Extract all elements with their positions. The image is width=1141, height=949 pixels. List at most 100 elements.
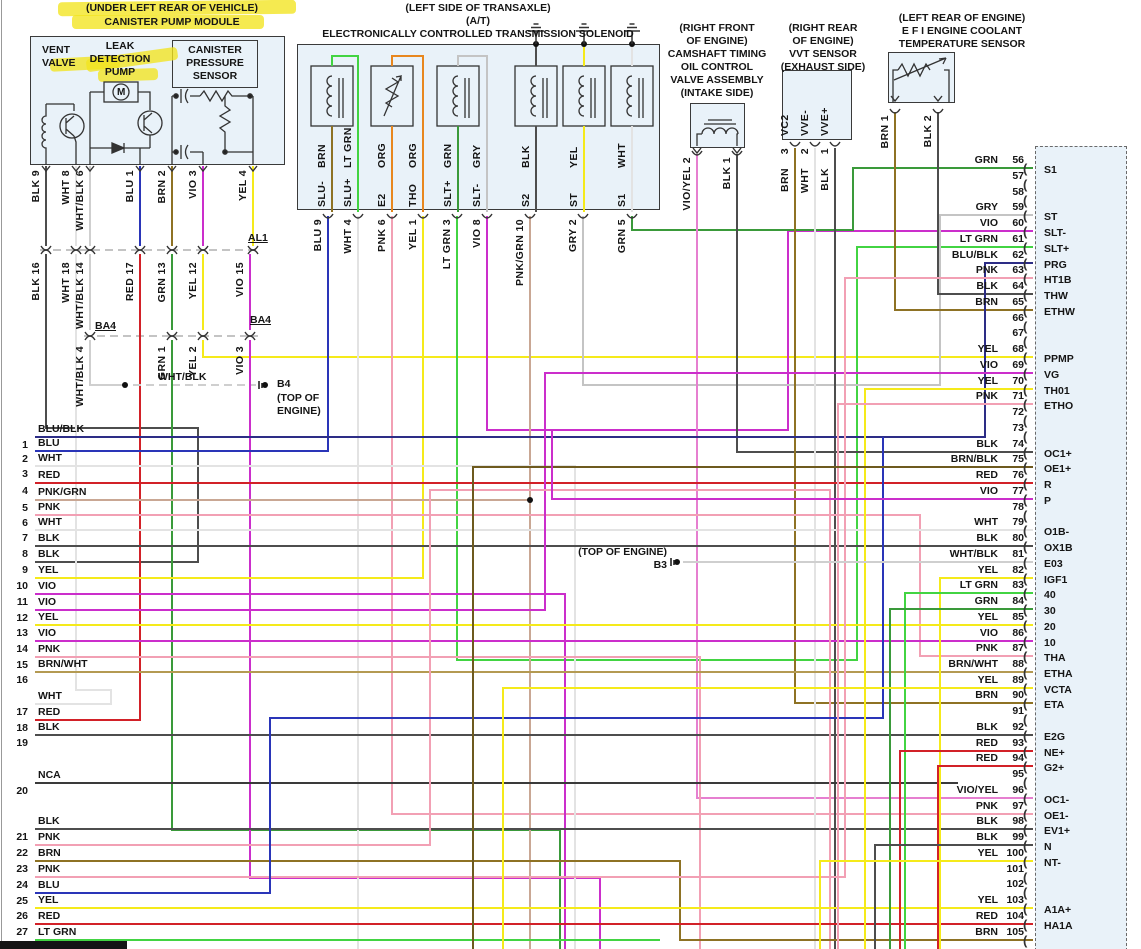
ecm-pin-paren: ( — [1023, 193, 1028, 208]
ecm-row-color-label: PNK — [975, 390, 998, 402]
ecm-pin-paren: ( — [1023, 602, 1028, 617]
left-row-number: 25 — [16, 895, 28, 907]
ecm-pin-number: 104 — [1006, 910, 1024, 922]
ecm-pin-paren: ( — [1023, 445, 1028, 460]
ecm-pin-number: 105 — [1006, 926, 1024, 938]
ecm-signal-label: NT- — [1044, 857, 1061, 869]
ecm-pin-number: 80 — [1012, 532, 1024, 544]
ecm-pin-paren: ( — [1023, 287, 1028, 302]
connector-arc — [809, 141, 821, 147]
wire-red — [899, 750, 1033, 949]
pin-label: YEL 12 — [187, 262, 199, 300]
connector-arc — [40, 249, 52, 255]
ecm-row-color-label: LT GRN — [959, 233, 998, 245]
ecm-pin-number: 91 — [1012, 705, 1024, 717]
left-row-number: 17 — [16, 706, 28, 718]
ecm-pin-number: 95 — [1012, 768, 1024, 780]
wire-yel — [35, 216, 424, 579]
pin-label: THO — [407, 183, 419, 207]
ecm-signal-label: THW — [1044, 290, 1068, 302]
wire-lt-grn — [456, 216, 1033, 661]
ecm-signal-label: THA — [1044, 652, 1066, 664]
ecm-signal-label: ETHO — [1044, 400, 1074, 412]
pin-label: BRN 1 — [879, 115, 891, 149]
ect-sensor-box — [888, 52, 955, 103]
pin-label: VVE- — [799, 109, 811, 136]
leak-detection-pump-symbol — [89, 81, 163, 165]
pin-label: S2 — [520, 193, 532, 207]
connector-arc — [889, 108, 901, 114]
ecm-pin-number: 92 — [1012, 721, 1024, 733]
ecm-pin-paren: ( — [1023, 319, 1028, 334]
ecm-pin-paren: ( — [1023, 240, 1028, 255]
ecm-row-color-label: PNK — [975, 800, 998, 812]
wire-yel — [864, 388, 1033, 949]
wire-blk — [35, 254, 199, 563]
left-row-color-label: BRN — [38, 847, 61, 859]
wire-pnk — [391, 216, 1033, 815]
connector-arc — [322, 213, 334, 219]
left-row-color-label: RED — [38, 910, 61, 922]
wire-vio — [486, 216, 1033, 431]
leak-pump-label-3: PUMP — [104, 66, 136, 78]
pin-label: WHT/BLK 4 — [74, 346, 86, 407]
ecm-pin-number: 84 — [1012, 595, 1024, 607]
ecm-pin-number: 90 — [1012, 689, 1024, 701]
ecm-row-color-label: GRN — [974, 595, 998, 607]
left-row-number: 27 — [16, 926, 28, 938]
wire-vio — [551, 430, 1033, 500]
ecm-pin-number: 82 — [1012, 564, 1024, 576]
ecm-connector-box — [1035, 146, 1127, 949]
left-row-number: 8 — [22, 548, 28, 560]
ecm-pin-number: 64 — [1012, 280, 1024, 292]
ecm-pin-number: 68 — [1012, 343, 1024, 355]
wire-wht-blk — [89, 340, 125, 386]
ecm-pin-number: 83 — [1012, 579, 1024, 591]
ecm-pin-paren: ( — [1023, 382, 1028, 397]
ground-icon — [576, 23, 592, 44]
ecm-pin-number: 58 — [1012, 186, 1024, 198]
pin-label: YEL 2 — [187, 346, 199, 377]
ecm-signal-label: TH01 — [1044, 385, 1070, 397]
ecm-pin-number: 60 — [1012, 217, 1024, 229]
left-row-color-label: BLU — [38, 879, 60, 891]
ecm-pin-paren: ( — [1023, 271, 1028, 286]
pin-label: VIO/YEL 2 — [681, 157, 693, 211]
wire-lt-grn — [331, 55, 359, 212]
ecm-signal-label: PPMP — [1044, 353, 1074, 365]
ecm-row-color-label: WHT — [974, 516, 998, 528]
ecm-pin-paren: ( — [1023, 618, 1028, 633]
arrow-chevron — [71, 165, 81, 173]
ecm-pin-paren: ( — [1023, 256, 1028, 271]
connector-arc — [166, 335, 178, 341]
left-row-color-label: WHT — [38, 452, 62, 464]
ecm-signal-label: OX1B — [1044, 542, 1073, 554]
pin-label: 1 — [819, 148, 831, 155]
left-row-number: 24 — [16, 879, 28, 891]
pin-label: E2 — [376, 193, 388, 207]
left-row-number: 6 — [22, 517, 28, 529]
ecm-pin-number: 98 — [1012, 815, 1024, 827]
ect-note1: (LEFT REAR OF ENGINE) — [898, 12, 1026, 24]
ecm-row-color-label: BLK — [976, 280, 998, 292]
b4-name: B4 — [277, 378, 291, 390]
left-row-color-label: BLK — [38, 548, 60, 560]
ecm-pin-paren: ( — [1023, 366, 1028, 381]
ecm-pin-number: 85 — [1012, 611, 1024, 623]
arrow-chevron — [167, 165, 177, 173]
ecm-pin-paren: ( — [1023, 413, 1028, 428]
vvt-note1: (RIGHT REAR — [788, 22, 858, 34]
pin-label: VIO 3 — [234, 346, 246, 375]
ecm-pin-paren: ( — [1023, 571, 1028, 586]
ecm-row-color-label: GRY — [975, 201, 998, 213]
ecm-pin-number: 96 — [1012, 784, 1024, 796]
ecm-row-color-label: YEL — [977, 894, 998, 906]
wire-pnk — [837, 403, 1033, 949]
pin-label: PNK/GRN 10 — [514, 219, 526, 287]
ecm-row-color-label: YEL — [977, 611, 998, 623]
connector-arc — [932, 108, 944, 114]
wire-blk — [937, 112, 1033, 295]
solenoid-note2: (A/T) — [466, 15, 490, 27]
ecm-signal-label: IGF1 — [1044, 574, 1068, 586]
pin-label: BRN — [779, 168, 791, 192]
